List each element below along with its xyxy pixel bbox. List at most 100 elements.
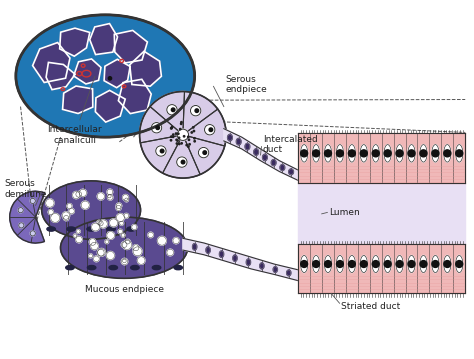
Ellipse shape [324, 145, 332, 162]
Ellipse shape [47, 227, 55, 231]
Circle shape [69, 209, 74, 214]
Circle shape [325, 261, 331, 267]
Circle shape [444, 261, 451, 267]
Circle shape [348, 261, 356, 267]
Circle shape [125, 198, 128, 202]
Ellipse shape [61, 217, 188, 278]
Circle shape [117, 214, 124, 222]
Circle shape [360, 261, 367, 267]
Circle shape [133, 245, 139, 251]
Ellipse shape [246, 259, 251, 265]
Circle shape [76, 191, 82, 197]
Circle shape [456, 150, 463, 157]
Ellipse shape [192, 243, 197, 250]
Circle shape [313, 261, 319, 267]
Text: Intercellular
canaliculi: Intercellular canaliculi [47, 76, 102, 145]
Circle shape [121, 233, 125, 237]
Ellipse shape [312, 145, 319, 162]
Ellipse shape [420, 145, 427, 162]
Ellipse shape [312, 256, 319, 272]
Ellipse shape [337, 145, 344, 162]
Circle shape [183, 136, 185, 137]
Circle shape [192, 127, 194, 128]
Circle shape [204, 125, 215, 135]
Ellipse shape [206, 247, 210, 253]
Circle shape [337, 150, 344, 157]
Circle shape [123, 259, 126, 263]
Circle shape [420, 261, 427, 267]
Wedge shape [10, 191, 45, 243]
Ellipse shape [16, 15, 195, 137]
Ellipse shape [233, 255, 237, 261]
Circle shape [123, 195, 128, 200]
Circle shape [199, 148, 209, 158]
Circle shape [124, 213, 129, 218]
Circle shape [156, 126, 159, 130]
Circle shape [384, 150, 391, 157]
Ellipse shape [384, 145, 391, 162]
Circle shape [137, 257, 145, 264]
Ellipse shape [396, 256, 403, 272]
Circle shape [46, 199, 54, 207]
Circle shape [176, 143, 178, 144]
Circle shape [171, 136, 172, 137]
Circle shape [108, 77, 111, 80]
Ellipse shape [287, 270, 291, 276]
Circle shape [48, 210, 54, 215]
Circle shape [107, 189, 113, 195]
Circle shape [171, 127, 172, 129]
Circle shape [91, 242, 98, 250]
Circle shape [444, 150, 451, 157]
Circle shape [126, 239, 130, 244]
Circle shape [177, 140, 178, 141]
Circle shape [99, 220, 107, 228]
Circle shape [171, 126, 173, 128]
Ellipse shape [348, 256, 356, 272]
Ellipse shape [87, 266, 96, 270]
Ellipse shape [66, 266, 74, 270]
Ellipse shape [107, 227, 115, 231]
Circle shape [76, 236, 82, 243]
Circle shape [19, 223, 24, 228]
Ellipse shape [444, 145, 451, 162]
Circle shape [30, 198, 36, 204]
Polygon shape [73, 59, 101, 84]
Circle shape [301, 261, 308, 267]
Circle shape [156, 146, 166, 156]
Ellipse shape [237, 138, 241, 145]
Circle shape [157, 236, 166, 245]
Ellipse shape [301, 145, 308, 162]
Circle shape [175, 133, 177, 134]
Circle shape [170, 140, 172, 141]
Circle shape [18, 208, 23, 213]
Polygon shape [118, 79, 151, 113]
Ellipse shape [280, 165, 285, 171]
Circle shape [188, 136, 189, 137]
Polygon shape [183, 238, 298, 281]
Ellipse shape [420, 256, 427, 272]
Ellipse shape [228, 134, 232, 141]
Ellipse shape [456, 145, 463, 162]
Circle shape [98, 248, 105, 256]
Circle shape [173, 134, 174, 135]
Circle shape [396, 261, 403, 267]
Circle shape [51, 214, 60, 222]
Circle shape [109, 219, 118, 227]
Circle shape [98, 221, 103, 226]
Ellipse shape [254, 149, 258, 155]
Ellipse shape [127, 227, 136, 231]
Circle shape [132, 224, 137, 230]
Circle shape [181, 122, 182, 123]
Text: Serous
demilune: Serous demilune [4, 179, 46, 199]
Circle shape [108, 195, 113, 200]
Circle shape [133, 247, 142, 256]
Circle shape [108, 194, 111, 198]
Polygon shape [95, 90, 125, 122]
Ellipse shape [396, 145, 403, 162]
Circle shape [76, 230, 80, 233]
Circle shape [360, 150, 367, 157]
Ellipse shape [219, 251, 224, 257]
Circle shape [106, 251, 115, 260]
Circle shape [420, 150, 427, 157]
Circle shape [118, 229, 122, 234]
